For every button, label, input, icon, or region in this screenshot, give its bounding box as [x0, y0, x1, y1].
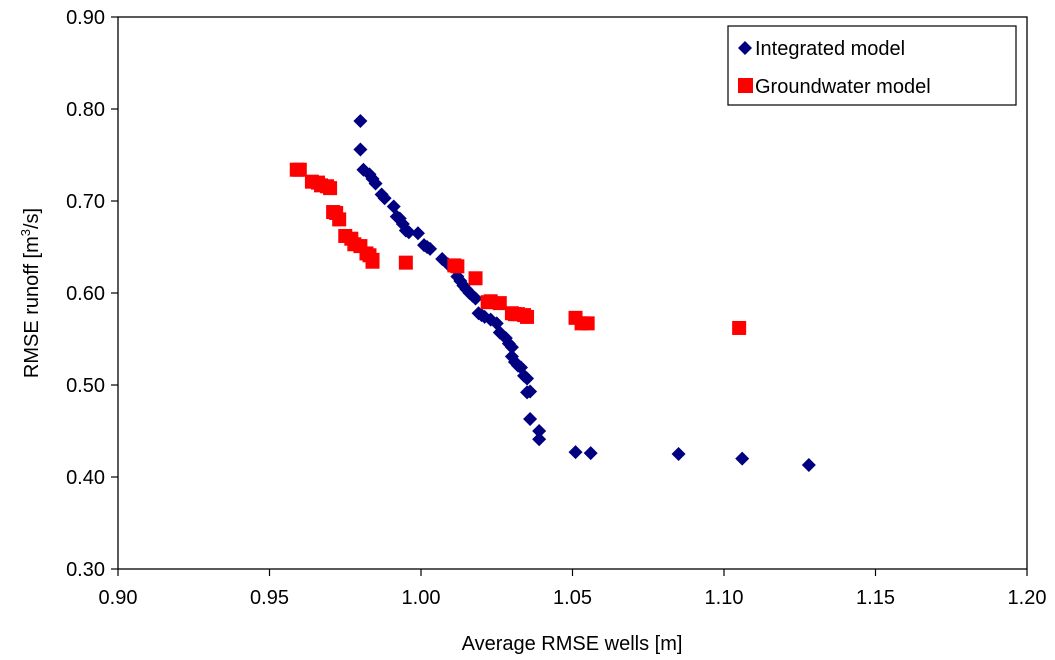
- data-point: [398, 255, 413, 270]
- x-axis: 0.90 0.95 1.00 1.05 1.10 1.15 1.20: [99, 569, 1047, 609]
- x-tick-label: 0.90: [99, 587, 138, 609]
- y-tick-label: 0.50: [66, 375, 105, 397]
- data-point: [332, 212, 347, 227]
- data-point: [568, 445, 583, 460]
- data-point: [410, 226, 425, 241]
- data-point: [353, 113, 368, 128]
- data-point: [401, 225, 416, 240]
- series-layer: [289, 113, 816, 473]
- y-axis-title: RMSE runoff [m3/s]: [18, 208, 43, 378]
- x-tick-label: 1.15: [856, 587, 895, 609]
- y-axis: 0.30 0.40 0.50 0.60 0.70 0.80 0.90: [66, 7, 118, 581]
- data-point: [523, 412, 538, 427]
- legend-label-integrated-model: Integrated model: [755, 38, 905, 60]
- data-point: [504, 349, 519, 364]
- x-tick-label: 1.20: [1008, 587, 1047, 609]
- data-point: [583, 446, 598, 461]
- data-point: [323, 181, 338, 196]
- data-point: [450, 259, 465, 274]
- data-point: [801, 458, 816, 473]
- data-point: [368, 176, 383, 191]
- data-point: [735, 451, 750, 466]
- data-point: [292, 162, 307, 177]
- y-axis-title-tail: /s]: [21, 208, 43, 229]
- legend-marker-integrated-model: [738, 41, 752, 55]
- y-axis-title-superscript: 3: [18, 229, 33, 236]
- y-tick-label: 0.70: [66, 191, 105, 213]
- data-point: [532, 424, 547, 438]
- data-point: [520, 371, 535, 386]
- y-tick-label: 0.90: [66, 7, 105, 29]
- y-tick-label: 0.80: [66, 99, 105, 121]
- x-axis-title: Average RMSE wells [m]: [462, 633, 683, 655]
- y-axis-title-base: RMSE runoff [m: [21, 236, 43, 378]
- data-point: [353, 142, 368, 157]
- series-groundwater-model: [289, 162, 747, 335]
- data-point: [468, 291, 483, 306]
- data-point: [386, 199, 401, 214]
- data-point: [523, 384, 538, 399]
- legend-marker-groundwater-model: [738, 78, 753, 93]
- legend-box: [727, 25, 1017, 106]
- x-tick-label: 1.10: [705, 587, 744, 609]
- series-integrated-model: [353, 113, 816, 473]
- x-tick-label: 1.00: [402, 587, 441, 609]
- data-point: [520, 309, 535, 324]
- y-tick-label: 0.30: [66, 559, 105, 581]
- data-point: [377, 191, 392, 206]
- data-point: [504, 340, 519, 355]
- data-point: [365, 254, 380, 269]
- data-point: [423, 241, 438, 256]
- data-point: [671, 447, 686, 461]
- data-point: [532, 432, 547, 447]
- y-tick-label: 0.60: [66, 283, 105, 305]
- data-point: [468, 271, 483, 286]
- legend-label-groundwater-model: Groundwater model: [755, 76, 931, 98]
- x-tick-label: 0.95: [250, 587, 289, 609]
- legend: Integrated model Groundwater model: [727, 25, 1017, 106]
- data-point: [732, 320, 747, 335]
- data-point: [492, 296, 507, 311]
- x-tick-label: 1.05: [553, 587, 592, 609]
- data-point: [580, 316, 595, 331]
- data-point: [498, 331, 513, 346]
- y-tick-label: 0.40: [66, 467, 105, 489]
